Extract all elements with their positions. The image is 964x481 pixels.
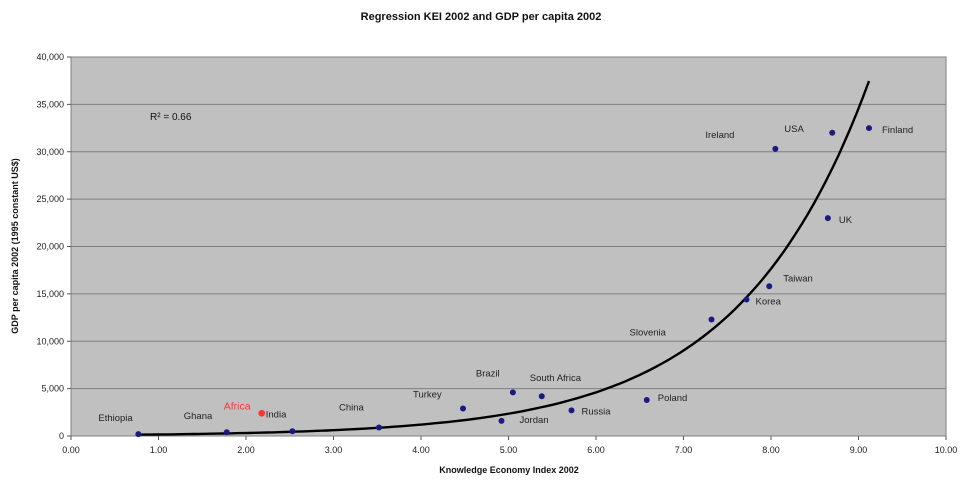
highlight-label: Africa [224, 400, 251, 412]
data-point-slovenia [708, 316, 715, 323]
data-point-south-africa [538, 393, 545, 400]
data-point-russia [568, 407, 575, 414]
grid-lines [71, 103, 946, 390]
point-label-russia: Russia [582, 406, 612, 417]
y-axis-ticks: 0 5,000 10,000 15,000 20,000 25,000 30,000 35,0… [36, 52, 71, 441]
trend-line [138, 80, 871, 436]
y-tick-label: 20,000 [36, 242, 64, 252]
data-point-taiwan [766, 283, 773, 290]
data-point-poland [643, 396, 650, 403]
y-tick-label: 15,000 [36, 289, 64, 299]
point-labels: Ethiopia Ghana India China Turkey Brazil Jorda… [98, 124, 913, 426]
data-point-finland [866, 125, 872, 132]
x-axis-ticks: 0.00 1.00 2.00 3.00 4.00 5.00 6.00 7.00 8.00 9.00… [62, 436, 957, 455]
x-tick-label: 10.00 [935, 445, 958, 455]
data-point-jordan [498, 417, 505, 424]
point-label-south-africa: South Africa [530, 373, 582, 384]
data-point-ethiopia [135, 431, 142, 438]
point-label-taiwan: Taiwan [783, 273, 813, 284]
y-tick-label: 5,000 [41, 384, 64, 394]
chart-title: Regression KEI 2002 and GDP per capita 2… [361, 11, 602, 23]
y-tick-label: 35,000 [36, 99, 64, 109]
y-tick-label: 40,000 [36, 52, 64, 62]
x-tick-label: 2.00 [237, 445, 255, 455]
data-points [135, 125, 872, 438]
point-label-korea: Korea [756, 297, 782, 308]
x-tick-label: 7.00 [675, 445, 693, 455]
point-label-china: China [339, 402, 365, 413]
point-label-brazil: Brazil [476, 368, 500, 379]
data-point-ireland [772, 145, 779, 152]
data-point-korea [743, 296, 750, 303]
x-tick-label: 9.00 [850, 445, 868, 455]
y-tick-label: 30,000 [36, 147, 64, 157]
x-tick-label: 6.00 [587, 445, 605, 455]
point-label-ghana: Ghana [184, 411, 213, 422]
data-point-china [376, 424, 382, 431]
r-squared-annotation: R² = 0.66 [150, 112, 192, 123]
x-tick-label: 4.00 [412, 445, 430, 455]
point-label-uk: UK [839, 215, 853, 226]
point-label-jordan: Jordan [520, 415, 549, 426]
point-label-poland: Poland [658, 393, 688, 404]
data-point-ghana [223, 429, 230, 436]
x-axis-label: Knowledge Economy Index 2002 [439, 465, 579, 475]
x-tick-label: 0.00 [62, 445, 80, 455]
point-label-india: India [266, 409, 287, 420]
y-tick-label: 25,000 [36, 194, 64, 204]
data-point-brazil [509, 389, 516, 396]
data-point [289, 428, 296, 435]
point-label-ireland: Ireland [705, 130, 734, 141]
data-point-india [258, 409, 266, 417]
point-label-usa: USA [784, 124, 804, 135]
data-point-usa [829, 129, 836, 136]
x-tick-label: 5.00 [500, 445, 518, 455]
data-point-uk [824, 215, 831, 222]
data-point-turkey [460, 405, 466, 412]
x-tick-label: 1.00 [150, 445, 168, 455]
point-label-finland: Finland [882, 125, 913, 136]
point-label-ethiopia: Ethiopia [98, 413, 133, 424]
point-label-slovenia: Slovenia [630, 327, 667, 338]
x-tick-label: 3.00 [325, 445, 343, 455]
y-tick-label: 10,000 [36, 336, 64, 346]
y-tick-label: 0 [59, 431, 64, 441]
point-label-turkey: Turkey [413, 390, 442, 401]
x-tick-label: 8.00 [762, 445, 780, 455]
y-axis-label: GDP per capita 2002 (1995 constant US$) [10, 158, 20, 333]
